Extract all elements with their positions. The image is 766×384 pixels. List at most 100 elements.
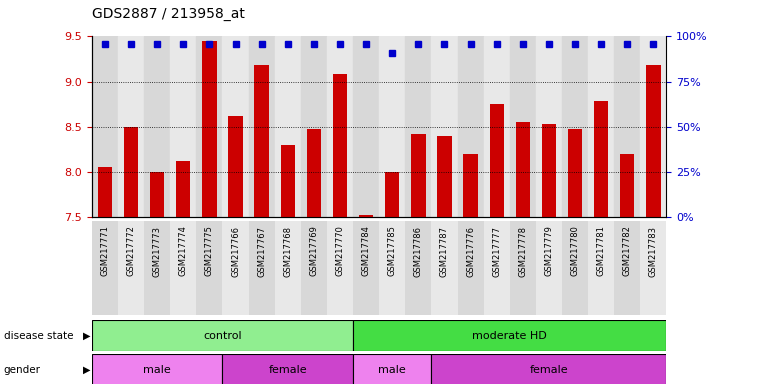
Text: female: female (268, 365, 307, 375)
Text: ▶: ▶ (83, 365, 90, 375)
Bar (385, 172, 399, 217)
Bar (92, 354, 222, 384)
Text: GSM217777: GSM217777 (493, 225, 501, 276)
FancyBboxPatch shape (249, 221, 275, 315)
Text: GSM217773: GSM217773 (152, 225, 162, 276)
FancyBboxPatch shape (92, 221, 118, 315)
FancyBboxPatch shape (196, 221, 222, 315)
Bar (98, 167, 112, 217)
Bar (542, 124, 556, 217)
Text: GDS2887 / 213958_at: GDS2887 / 213958_at (92, 7, 245, 21)
Bar (275, 36, 301, 217)
Text: GSM217784: GSM217784 (362, 225, 371, 276)
Bar (222, 36, 249, 217)
FancyBboxPatch shape (509, 221, 536, 315)
FancyBboxPatch shape (536, 221, 562, 315)
Bar (489, 104, 504, 217)
Text: GSM217786: GSM217786 (414, 225, 423, 276)
Text: GSM217774: GSM217774 (178, 225, 188, 276)
FancyBboxPatch shape (405, 221, 431, 315)
Text: GSM217769: GSM217769 (309, 225, 319, 276)
FancyBboxPatch shape (379, 221, 405, 315)
Bar (562, 36, 588, 217)
FancyBboxPatch shape (562, 221, 588, 315)
FancyBboxPatch shape (353, 221, 379, 315)
Bar (431, 36, 457, 217)
Bar (647, 65, 660, 217)
Bar (463, 154, 478, 217)
FancyBboxPatch shape (640, 221, 666, 315)
FancyBboxPatch shape (301, 221, 327, 315)
Bar (254, 65, 269, 217)
Text: GSM217782: GSM217782 (623, 225, 632, 276)
Text: GSM217779: GSM217779 (545, 225, 553, 276)
Bar (620, 154, 634, 217)
Text: GSM217775: GSM217775 (205, 225, 214, 276)
Text: GSM217778: GSM217778 (519, 225, 527, 276)
Text: GSM217772: GSM217772 (126, 225, 136, 276)
Bar (437, 136, 452, 217)
FancyBboxPatch shape (588, 221, 614, 315)
Bar (306, 129, 321, 217)
Text: control: control (203, 331, 242, 341)
Bar (280, 145, 295, 217)
Bar (332, 74, 347, 217)
Text: GSM217780: GSM217780 (571, 225, 580, 276)
Text: moderate HD: moderate HD (473, 331, 547, 341)
Bar (353, 354, 431, 384)
Text: GSM217776: GSM217776 (466, 225, 475, 276)
Bar (516, 122, 530, 217)
Bar (614, 36, 640, 217)
Bar (588, 36, 614, 217)
Bar (170, 36, 196, 217)
Bar (431, 354, 666, 384)
Text: GSM217781: GSM217781 (597, 225, 606, 276)
FancyBboxPatch shape (170, 221, 196, 315)
Text: GSM217785: GSM217785 (388, 225, 397, 276)
Bar (176, 161, 191, 217)
Bar (536, 36, 562, 217)
Bar (640, 36, 666, 217)
FancyBboxPatch shape (275, 221, 301, 315)
FancyBboxPatch shape (222, 221, 249, 315)
FancyBboxPatch shape (431, 221, 457, 315)
Bar (353, 36, 379, 217)
Bar (222, 354, 353, 384)
FancyBboxPatch shape (457, 221, 483, 315)
Bar (196, 36, 222, 217)
Bar (568, 129, 582, 217)
Bar (202, 41, 217, 217)
Bar (144, 36, 170, 217)
Bar (327, 36, 353, 217)
Text: GSM217766: GSM217766 (231, 225, 240, 276)
Bar (92, 36, 118, 217)
Text: female: female (529, 365, 568, 375)
Bar (301, 36, 327, 217)
Bar (379, 36, 405, 217)
FancyBboxPatch shape (144, 221, 170, 315)
FancyBboxPatch shape (327, 221, 353, 315)
Text: ▶: ▶ (83, 331, 90, 341)
Text: GSM217771: GSM217771 (100, 225, 110, 276)
FancyBboxPatch shape (614, 221, 640, 315)
Text: GSM217768: GSM217768 (283, 225, 293, 276)
Text: male: male (378, 365, 406, 375)
Text: male: male (143, 365, 171, 375)
Bar (411, 134, 426, 217)
Bar (457, 36, 483, 217)
Bar (249, 36, 275, 217)
Bar (228, 116, 243, 217)
Bar (359, 215, 373, 217)
Text: GSM217770: GSM217770 (336, 225, 345, 276)
Bar (594, 101, 608, 217)
Bar (118, 36, 144, 217)
Text: GSM217783: GSM217783 (649, 225, 658, 276)
Bar (92, 320, 353, 351)
Bar (353, 320, 666, 351)
Text: disease state: disease state (4, 331, 74, 341)
Bar (150, 172, 165, 217)
Text: GSM217787: GSM217787 (440, 225, 449, 276)
Bar (124, 127, 139, 217)
Text: gender: gender (4, 365, 41, 375)
Text: GSM217767: GSM217767 (257, 225, 266, 276)
